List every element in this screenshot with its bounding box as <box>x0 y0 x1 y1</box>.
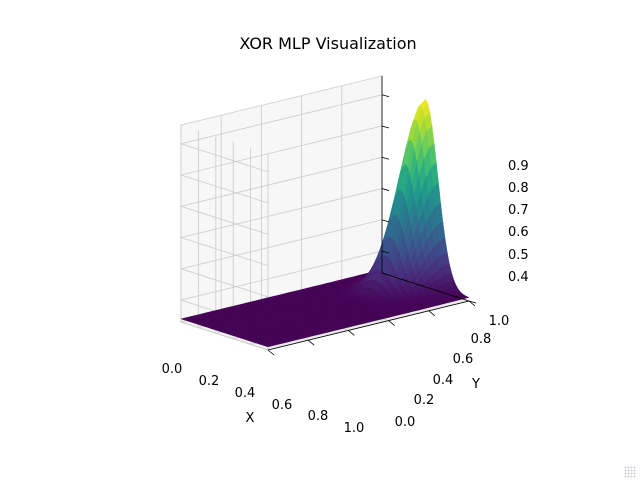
surface-patch <box>461 296 470 299</box>
y-tick-mark <box>434 289 442 293</box>
x-tick-label: 0.8 <box>308 409 329 424</box>
y-tick-label: 0.6 <box>453 352 474 367</box>
z-grid-line <box>179 156 383 235</box>
z-tick-label: 0.6 <box>508 225 529 240</box>
z-grid-line <box>179 188 383 267</box>
z-tick-mark <box>381 156 390 160</box>
y-tick-mark <box>416 283 424 287</box>
z-tick-mark <box>381 219 390 223</box>
x-tick-mark <box>388 320 395 326</box>
z-tick-mark <box>381 125 390 129</box>
z-tick-mark <box>381 250 390 254</box>
x-tick-label: 0.6 <box>272 398 293 413</box>
y-tick-label: 0.0 <box>395 415 416 430</box>
z-tick-mark <box>381 94 390 98</box>
x-tick-mark <box>468 300 476 307</box>
x-tick-mark <box>267 349 275 356</box>
y-tick-mark <box>451 295 459 298</box>
z-grid-line <box>179 219 383 298</box>
y-tick-label: 1.0 <box>489 314 510 329</box>
y-tick-label: 0.4 <box>433 373 454 388</box>
x-axis-line <box>267 300 470 351</box>
y-tick-labels: 0.0 0.2 0.4 0.6 0.8 1.0 <box>395 314 510 430</box>
x-tick-label: 0.0 <box>162 362 183 377</box>
z-tick-label: 0.5 <box>508 248 529 263</box>
x-tick-mark <box>428 310 436 317</box>
z-tick-label: 0.9 <box>508 159 529 174</box>
y-tick-mark <box>381 272 390 276</box>
z-tick-labels: 0.4 0.5 0.6 0.7 0.8 0.9 <box>508 159 529 285</box>
y-tick-mark <box>468 300 477 304</box>
x-tick-mark <box>307 339 315 346</box>
z-tick-label: 0.8 <box>508 181 529 196</box>
x-tick-label: 0.2 <box>199 374 220 389</box>
z-tick-mark <box>381 188 390 191</box>
z-grid-line <box>179 125 383 204</box>
chart-title: XOR MLP Visualization <box>239 34 416 53</box>
x-tick-label: 1.0 <box>344 421 365 436</box>
z-tick-label: 0.4 <box>508 270 529 285</box>
corner-grip-icon <box>624 466 636 478</box>
z-tick-label: 0.7 <box>508 203 529 218</box>
z-grid-line <box>179 94 383 173</box>
y-tick-label: 0.8 <box>471 332 492 347</box>
y-tick-mark <box>399 278 407 281</box>
x-axis-label: X <box>246 411 255 426</box>
y-axis-label: Y <box>471 377 480 392</box>
y-tick-label: 0.2 <box>414 393 435 408</box>
surface-plot <box>180 99 470 348</box>
x-tick-mark <box>348 330 355 336</box>
x-tick-labels: 0.0 0.2 0.4 0.6 0.8 1.0 <box>162 362 365 436</box>
x-tick-label: 0.4 <box>235 386 256 401</box>
axes-lines <box>267 76 477 356</box>
